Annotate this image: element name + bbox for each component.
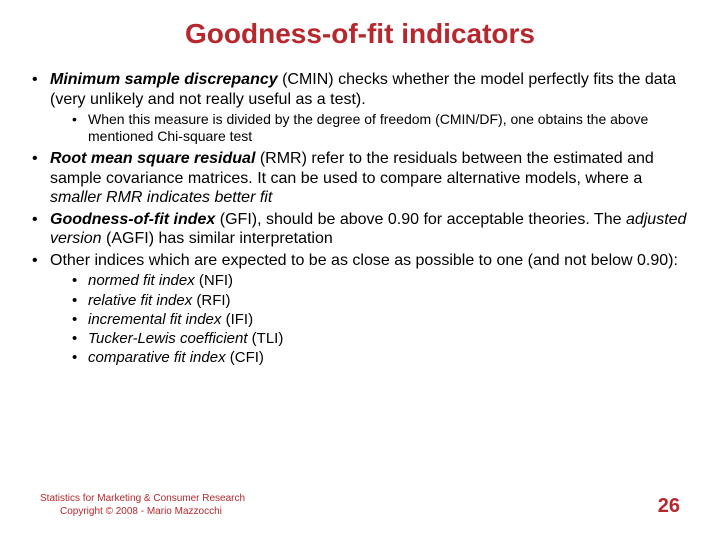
text-rmr-em: smaller RMR indicates better fit (50, 189, 272, 206)
sub-list-cmin: When this measure is divided by the degr… (50, 111, 690, 145)
text-gfi-rest: (AGFI) has similar interpretation (102, 230, 333, 247)
term-rmr: Root mean square residual (50, 150, 255, 167)
bullet-item-cmin: Minimum sample discrepancy (CMIN) checks… (30, 70, 690, 145)
bullet-item-gfi: Goodness-of-fit index (GFI), should be a… (30, 210, 690, 249)
term-cmin: Minimum sample discrepancy (50, 71, 278, 88)
sub-item-cfi: comparative fit index (CFI) (72, 349, 690, 367)
term-cfi: comparative fit index (88, 349, 226, 366)
sub-item-tli: Tucker-Lewis coefficient (TLI) (72, 330, 690, 348)
slide-footer: Statistics for Marketing & Consumer Rese… (40, 493, 680, 518)
slide-content: Minimum sample discrepancy (CMIN) checks… (0, 58, 720, 368)
sub-item-cmin-df: When this measure is divided by the degr… (72, 111, 690, 145)
bullet-item-rmr: Root mean square residual (RMR) refer to… (30, 149, 690, 208)
footer-line1: Statistics for Marketing & Consumer Rese… (40, 493, 245, 506)
term-gfi: Goodness-of-fit index (50, 211, 215, 228)
text-other: Other indices which are expected to be a… (50, 252, 678, 269)
slide: Goodness-of-fit indicators Minimum sampl… (0, 0, 720, 540)
sub-item-ifi: incremental fit index (IFI) (72, 311, 690, 329)
sub-item-rfi: relative fit index (RFI) (72, 292, 690, 310)
abbr-tli: (TLI) (248, 330, 284, 347)
abbr-nfi: (NFI) (195, 272, 233, 289)
text-gfi-mid: (GFI), should be above 0.90 for acceptab… (215, 211, 626, 228)
footer-text: Statistics for Marketing & Consumer Rese… (40, 493, 245, 518)
page-number: 26 (658, 495, 680, 518)
bullet-item-other: Other indices which are expected to be a… (30, 251, 690, 368)
term-rfi: relative fit index (88, 292, 192, 309)
sub-list-indices: normed fit index (NFI) relative fit inde… (50, 272, 690, 367)
footer-line2: Copyright © 2008 - Mario Mazzocchi (40, 506, 245, 519)
sub-item-nfi: normed fit index (NFI) (72, 272, 690, 290)
term-ifi: incremental fit index (88, 311, 221, 328)
abbr-cfi: (CFI) (226, 349, 264, 366)
term-tli: Tucker-Lewis coefficient (88, 330, 248, 347)
bullet-list: Minimum sample discrepancy (CMIN) checks… (30, 70, 690, 368)
abbr-ifi: (IFI) (221, 311, 253, 328)
slide-title: Goodness-of-fit indicators (0, 0, 720, 58)
term-nfi: normed fit index (88, 272, 195, 289)
abbr-rfi: (RFI) (192, 292, 230, 309)
